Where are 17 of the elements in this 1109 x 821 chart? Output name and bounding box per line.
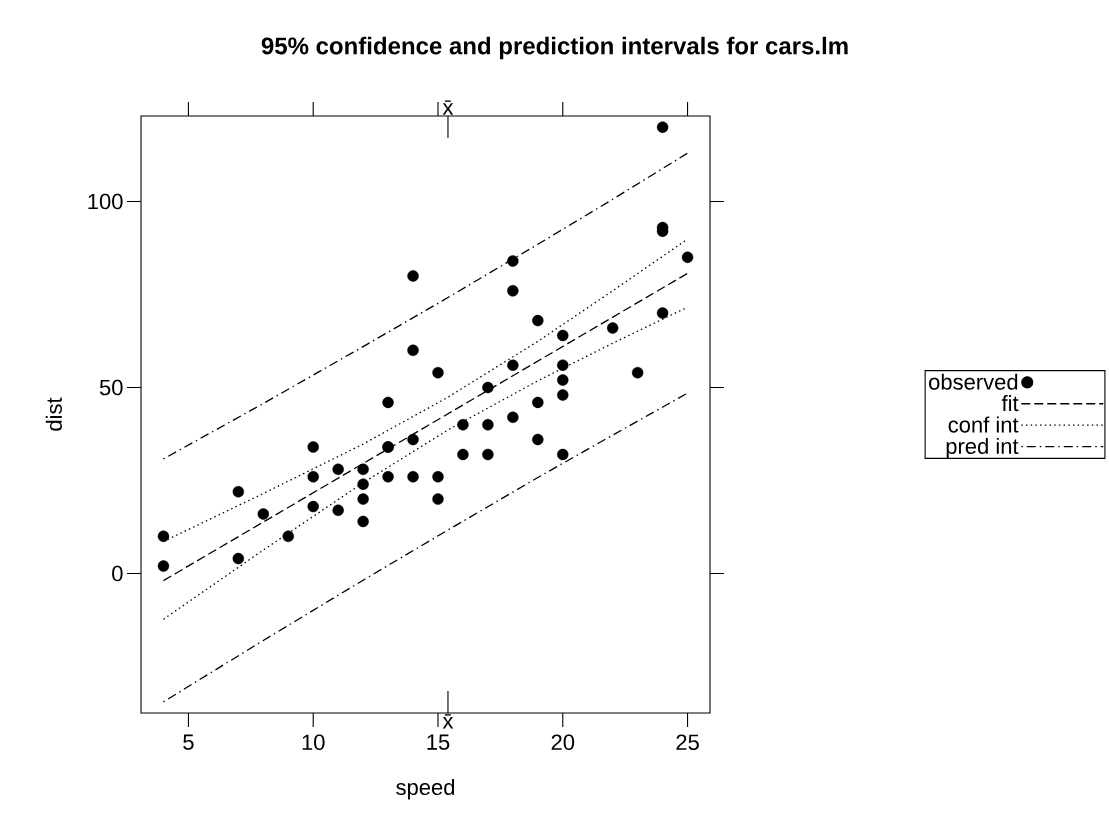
y-axis-title: dist <box>45 397 62 431</box>
legend-label: conf int <box>948 416 1019 433</box>
x-tick-label: 10 <box>302 734 325 751</box>
x-tick-label: 15 <box>427 734 450 750</box>
x-tick-label: 5 <box>183 734 194 750</box>
y-tick-label: 0 <box>112 565 123 582</box>
x-tick-label: 20 <box>551 734 575 751</box>
legend-label: fit <box>1001 395 1019 412</box>
ref-line-label: x̄ <box>442 100 454 115</box>
y-tick-label: 100 <box>88 193 123 210</box>
legend-label: observed <box>929 373 1018 390</box>
chart-title: 95% confidence and prediction intervals for cars.lm <box>261 36 848 60</box>
x-tick-label: 25 <box>676 734 699 751</box>
y-tick-label: 50 <box>99 379 123 396</box>
x-axis-title: speed <box>396 778 455 800</box>
legend-label: pred int <box>946 437 1019 459</box>
text: x̄ <box>442 714 454 729</box>
